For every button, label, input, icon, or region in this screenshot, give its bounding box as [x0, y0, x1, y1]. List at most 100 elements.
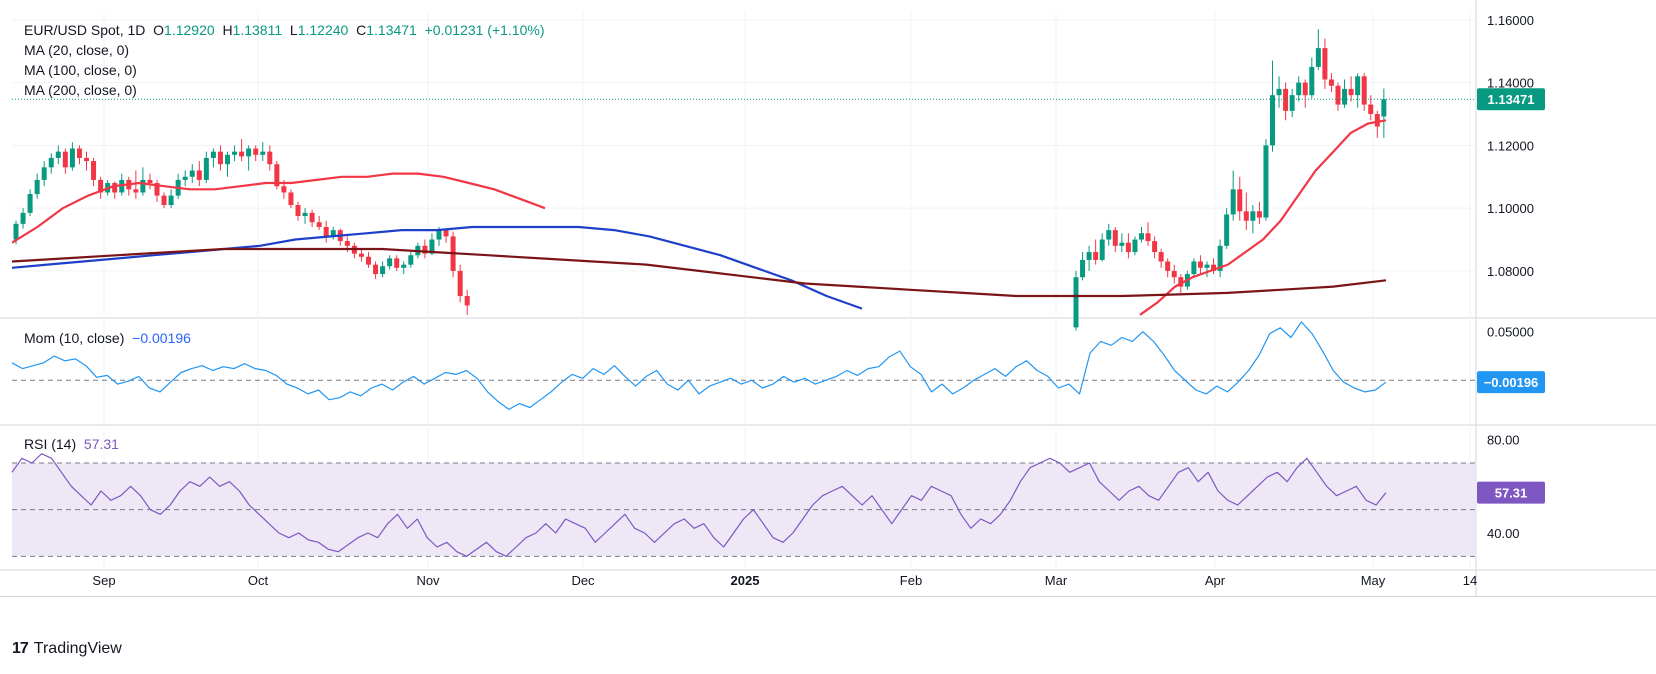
- price-pane[interactable]: [12, 29, 1476, 331]
- candle-body: [1099, 239, 1105, 260]
- candle-body: [91, 161, 97, 180]
- candle-body: [41, 167, 47, 180]
- candle-body: [1237, 189, 1243, 212]
- time-tick-label: Nov: [416, 573, 440, 588]
- change-value: +0.01231 (+1.10%): [424, 22, 545, 38]
- rsi-tick-label: 40.00: [1487, 526, 1520, 541]
- candle-body: [1204, 264, 1210, 268]
- candle-body: [281, 186, 287, 193]
- candle-body: [239, 151, 245, 157]
- legend-momentum[interactable]: Mom (10, close) −0.00196: [24, 330, 191, 346]
- candle-body: [168, 195, 174, 206]
- candle-body: [1191, 261, 1197, 275]
- price-tick-label: 1.14000: [1487, 76, 1534, 91]
- candle-body: [1119, 242, 1125, 246]
- symbol-label: EUR/USD Spot, 1D: [24, 22, 146, 38]
- candle-body: [464, 296, 470, 306]
- price-tick-label: 1.10000: [1487, 201, 1534, 216]
- momentum-label: Mom (10, close): [24, 330, 125, 346]
- candle-body: [288, 192, 294, 206]
- candle-body: [380, 266, 386, 275]
- candle-body: [1276, 88, 1282, 96]
- candle-body: [20, 212, 26, 224]
- candle-body: [408, 255, 414, 265]
- time-tick-label: May: [1361, 573, 1386, 588]
- candle-body: [401, 264, 407, 268]
- candle-body: [1309, 66, 1315, 96]
- open-value: 1.12920: [164, 22, 215, 38]
- candle-body: [62, 151, 68, 168]
- legend-ma200[interactable]: MA (200, close, 0): [24, 82, 137, 98]
- rsi-label: RSI (14): [24, 436, 77, 452]
- time-tick-label: Feb: [900, 573, 922, 588]
- tradingview-brand[interactable]: 17 TradingView: [12, 640, 122, 658]
- value-badges: 1.13471 −0.00196 57.31: [1477, 88, 1545, 504]
- candle-body: [1073, 277, 1079, 328]
- candle-body: [323, 226, 329, 237]
- rsi-pane[interactable]: [11, 453, 1476, 557]
- candle-body: [309, 212, 315, 223]
- candle-body: [316, 222, 322, 227]
- candle-body: [253, 148, 259, 155]
- axes: 1.16000 1.14000 1.12000 1.10000 1.08000 Sep Oc…: [92, 13, 1534, 588]
- candle-body: [1335, 85, 1341, 105]
- candle-body: [1145, 233, 1151, 242]
- candle-body: [1224, 214, 1230, 246]
- candle-body: [133, 189, 139, 193]
- close-label: C: [356, 22, 367, 38]
- candle-body: [1368, 104, 1374, 114]
- momentum-line: [11, 321, 1387, 410]
- candle-body: [260, 151, 266, 155]
- candle-body: [189, 170, 195, 177]
- momentum-badge-bg: [1477, 371, 1545, 394]
- candle-body: [457, 270, 463, 297]
- legend-ohlc: EUR/USD Spot, 1D O1.12920 H1.13811 L1.12…: [24, 22, 545, 38]
- candle-body: [366, 256, 371, 265]
- candle-body: [1165, 261, 1171, 271]
- price-badge-bg: [1477, 88, 1545, 111]
- candle-body: [1322, 48, 1328, 80]
- candle-body: [182, 176, 188, 180]
- candle-body: [69, 148, 75, 168]
- legend-ma100[interactable]: MA (100, close, 0): [24, 62, 137, 78]
- candle-body: [196, 170, 202, 180]
- bottom-border: [0, 596, 1656, 597]
- momentum-badge: −0.00196: [1484, 375, 1539, 390]
- brand-name: TradingView: [33, 640, 122, 657]
- candle-body: [1230, 189, 1236, 215]
- ma100-line: [12, 225, 863, 310]
- ma200-label: MA (200, close, 0): [24, 82, 137, 98]
- candle-body: [1106, 230, 1112, 240]
- candle-body: [387, 258, 393, 267]
- time-tick-label: 2025: [731, 573, 760, 588]
- candle-body: [1243, 211, 1249, 221]
- candle-body: [210, 151, 216, 158]
- candle-body: [1328, 79, 1334, 86]
- momentum-value: −0.00196: [132, 330, 191, 346]
- price-tick-label: 1.12000: [1487, 138, 1534, 153]
- candle-body: [1093, 252, 1099, 260]
- candle-body: [1139, 233, 1144, 240]
- candle-body: [112, 183, 118, 193]
- candle-body: [161, 195, 167, 206]
- candle-body: [232, 151, 238, 155]
- candle-body: [246, 148, 252, 157]
- candle-body: [1283, 88, 1289, 111]
- candle-body: [443, 230, 449, 237]
- rsi-badge-bg: [1477, 481, 1545, 504]
- legend-rsi[interactable]: RSI (14) 57.31: [24, 436, 119, 452]
- candle-body: [55, 151, 61, 158]
- candle-body: [217, 151, 223, 165]
- candle-body: [84, 157, 89, 162]
- candle-body: [1217, 245, 1223, 271]
- candle-body: [1289, 95, 1295, 111]
- momentum-pane[interactable]: [11, 321, 1476, 410]
- legend-ma20[interactable]: MA (20, close, 0): [24, 42, 129, 58]
- candle-body: [1125, 242, 1131, 253]
- time-tick-label: Sep: [92, 573, 115, 588]
- rsi-value: 57.31: [83, 436, 119, 452]
- high-label: H: [222, 22, 233, 38]
- time-tick-label: Mar: [1045, 573, 1068, 588]
- candle-body: [422, 245, 428, 254]
- moving-averages: [12, 119, 1387, 316]
